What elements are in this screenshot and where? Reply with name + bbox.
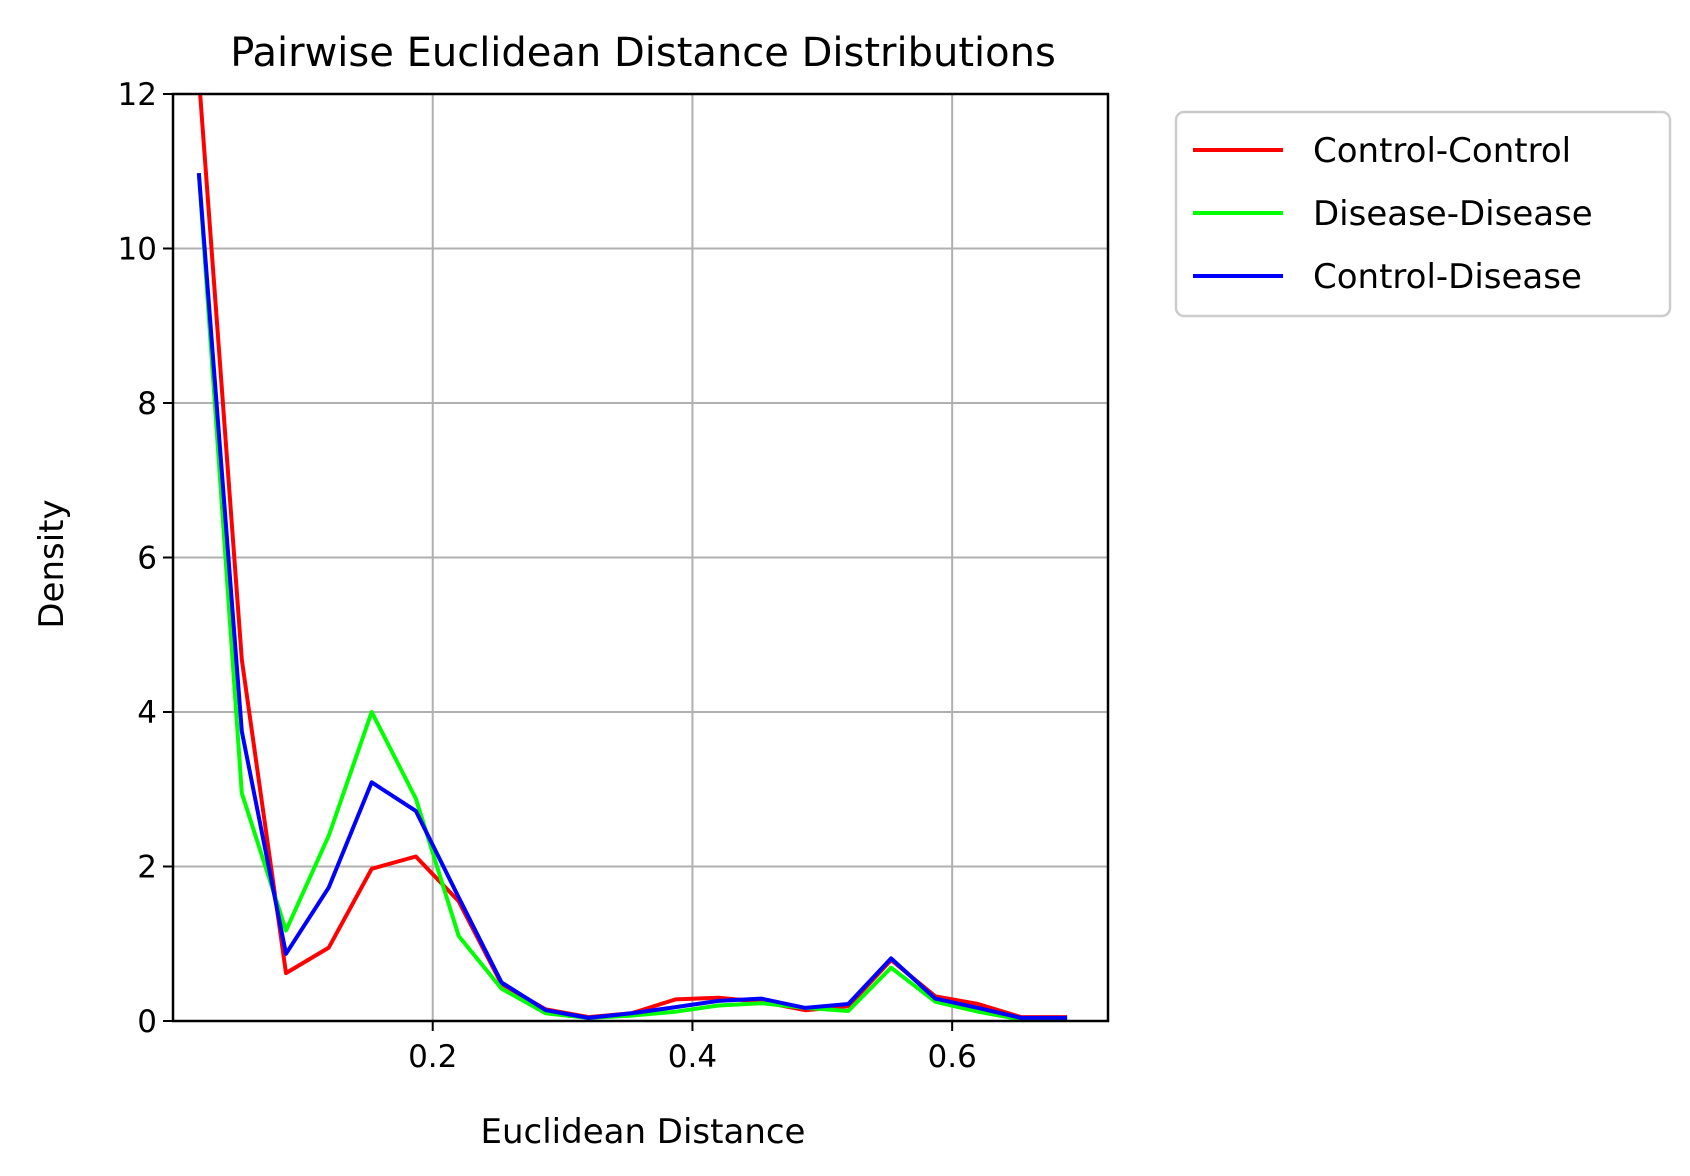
legend: Control-Control Disease-Disease Control-Di… xyxy=(1174,110,1672,318)
y-tick-label: 10 xyxy=(118,232,157,268)
series-lines xyxy=(196,94,1068,1021)
axis-ticks: 0.2 0.4 0.6 0 2 4 6 8 10 12 xyxy=(118,77,977,1075)
x-tick-label: 0.2 xyxy=(408,1039,457,1075)
y-tick-label: 8 xyxy=(137,386,157,422)
x-axis-title: Euclidean Distance xyxy=(481,1112,806,1152)
y-tick-label: 6 xyxy=(137,541,157,577)
series-line-disease-disease xyxy=(196,172,1068,1021)
y-tick-label: 12 xyxy=(118,77,157,113)
x-tick-label: 0.4 xyxy=(668,1039,717,1075)
legend-label-control-disease: Control-Disease xyxy=(1313,257,1582,297)
series-line-control-disease xyxy=(196,172,1068,1020)
legend-label-disease-disease: Disease-Disease xyxy=(1313,194,1593,234)
legend-frame xyxy=(1174,110,1672,318)
chart-title: Pairwise Euclidean Distance Distribution… xyxy=(230,30,1056,76)
y-tick-label: 4 xyxy=(137,695,157,731)
x-tick-label: 0.6 xyxy=(928,1039,977,1075)
y-axis-title: Density xyxy=(32,499,72,628)
y-tick-label: 0 xyxy=(137,1004,157,1040)
legend-label-control-control: Control-Control xyxy=(1313,131,1571,171)
y-tick-label: 2 xyxy=(137,850,157,886)
